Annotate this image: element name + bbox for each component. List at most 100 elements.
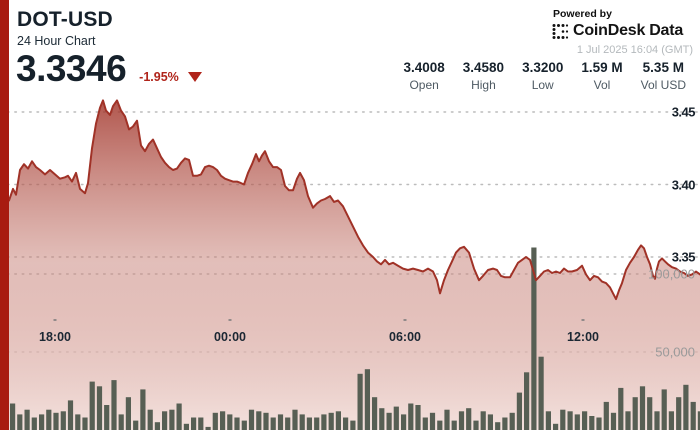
volume-bar — [96, 386, 103, 430]
volume-bar — [10, 403, 16, 430]
volume-bar — [314, 417, 320, 430]
volume-bar — [31, 417, 37, 430]
time-axis-label: 06:00 — [389, 330, 421, 344]
volume-bar — [212, 412, 218, 430]
volume-bar — [502, 417, 508, 430]
low-value: 3.3200 — [522, 60, 564, 75]
volume-bar — [574, 414, 580, 430]
volume-bar — [205, 426, 211, 430]
volume-bar — [509, 412, 515, 430]
volume-bar — [248, 409, 255, 430]
vol-label: Vol — [593, 78, 611, 92]
volume-bar — [198, 417, 204, 430]
volume-bar — [408, 403, 414, 430]
volume-bar — [53, 412, 59, 430]
volume-bar — [372, 397, 378, 430]
volume-bar — [89, 381, 95, 430]
vol-usd-value: 5.35 M — [642, 60, 684, 75]
vol-value: 1.59 M — [581, 60, 623, 75]
volume-bar — [306, 417, 312, 430]
volume-bar — [697, 411, 700, 430]
percent-change: -1.95% — [139, 70, 179, 84]
volume-bar — [60, 411, 66, 430]
coindesk-dots-icon — [552, 23, 569, 39]
volume-bar — [220, 411, 226, 430]
coindesk-data-logo[interactable]: CoinDesk Data — [552, 22, 683, 40]
volume-axis-label: 100,000 — [648, 266, 695, 282]
volume-bar — [191, 417, 197, 430]
volume-bar — [429, 412, 436, 430]
price-area-fill — [9, 100, 700, 430]
stat-low: 3.3200 Low — [513, 60, 572, 92]
volume-bar — [582, 411, 588, 430]
last-price: 3.3346 — [16, 48, 127, 89]
timestamp: 1 Jul 2025 16:04 (GMT) — [576, 44, 693, 56]
powered-by-label: Powered by — [553, 8, 612, 20]
volume-bar — [516, 392, 522, 430]
volume-bar — [683, 384, 689, 430]
volume-bar — [140, 389, 146, 430]
volume-bar — [560, 409, 566, 430]
volume-bar — [495, 422, 501, 430]
volume-bar — [480, 411, 486, 430]
title-block: DOT-USD 24 Hour Chart — [17, 8, 113, 48]
down-triangle-icon — [187, 72, 202, 82]
volume-bar — [328, 412, 334, 430]
high-label: High — [471, 78, 496, 92]
volume-bar — [589, 416, 595, 430]
volume-bar — [154, 422, 160, 430]
volume-bar — [639, 386, 646, 430]
volume-bar — [227, 414, 233, 430]
volume-bar — [234, 417, 240, 430]
volume-bar — [46, 409, 52, 430]
volume-bar — [285, 417, 291, 430]
volume-bar — [82, 417, 88, 430]
volume-bar — [292, 409, 298, 430]
stat-open: 3.4008 Open — [394, 60, 453, 92]
volume-bar — [545, 411, 551, 430]
volume-bar — [690, 401, 696, 430]
volume-bar — [343, 417, 349, 430]
volume-bar — [466, 408, 472, 430]
open-value: 3.4008 — [403, 60, 445, 75]
volume-bar — [393, 406, 399, 430]
brand-accent-stripe — [0, 0, 9, 430]
time-axis-label: 00:00 — [214, 330, 246, 344]
volume-bar — [270, 417, 276, 430]
volume-bar — [538, 356, 544, 430]
volume-bar — [567, 411, 573, 430]
vol-usd-label: Vol USD — [640, 78, 686, 92]
volume-bar — [104, 405, 110, 430]
volume-bars — [10, 247, 700, 430]
volume-bar — [17, 414, 23, 430]
stat-vol: 1.59 M Vol — [572, 60, 631, 92]
volume-bar — [75, 414, 81, 430]
volume-bar — [335, 411, 341, 430]
volume-bar — [147, 409, 153, 430]
volume-bar — [379, 408, 385, 430]
volume-bar — [444, 409, 450, 430]
price-axis-label: 3.45 — [671, 104, 696, 120]
volume-bar — [618, 387, 624, 430]
volume-bar — [386, 412, 392, 430]
volume-bar — [654, 411, 660, 430]
instrument-symbol: DOT-USD — [17, 8, 113, 31]
volume-bar — [263, 412, 269, 430]
price-line — [8, 99, 700, 301]
brand-name: CoinDesk Data — [573, 22, 684, 39]
price-axis-label: 3.35 — [671, 249, 696, 265]
volume-bar — [458, 411, 465, 430]
volume-bar — [473, 420, 479, 430]
high-value: 3.4580 — [462, 60, 505, 75]
volume-bar — [350, 420, 356, 430]
change-indicator: -1.95% — [139, 70, 202, 84]
time-axis-label: 18:00 — [39, 330, 71, 344]
volume-bar — [241, 420, 247, 430]
volume-bar — [437, 420, 443, 430]
volume-bar — [625, 411, 631, 430]
volume-bar — [24, 409, 30, 430]
volume-bar — [524, 372, 530, 430]
volume-bar — [364, 369, 370, 430]
